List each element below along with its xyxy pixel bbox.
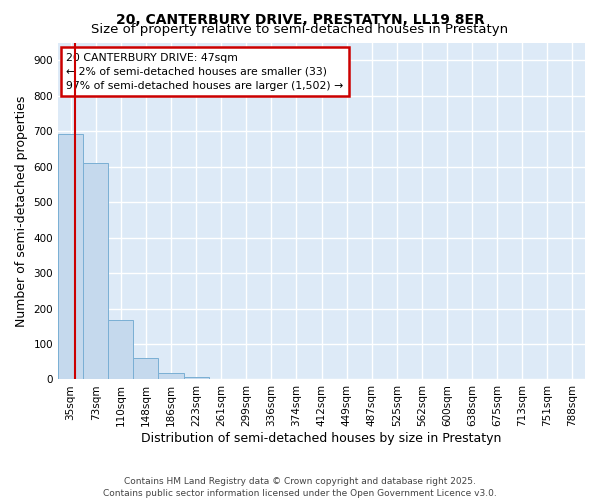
Text: 20 CANTERBURY DRIVE: 47sqm
← 2% of semi-detached houses are smaller (33)
97% of : 20 CANTERBURY DRIVE: 47sqm ← 2% of semi-… [66, 52, 343, 90]
Text: 20, CANTERBURY DRIVE, PRESTATYN, LL19 8ER: 20, CANTERBURY DRIVE, PRESTATYN, LL19 8E… [116, 12, 484, 26]
Text: Size of property relative to semi-detached houses in Prestatyn: Size of property relative to semi-detach… [91, 22, 509, 36]
X-axis label: Distribution of semi-detached houses by size in Prestatyn: Distribution of semi-detached houses by … [142, 432, 502, 445]
Bar [83, 164, 108, 380]
Bar [108, 320, 133, 380]
Y-axis label: Number of semi-detached properties: Number of semi-detached properties [15, 96, 28, 326]
Text: Contains HM Land Registry data © Crown copyright and database right 2025.
Contai: Contains HM Land Registry data © Crown c… [103, 476, 497, 498]
Bar [184, 376, 209, 380]
Bar [58, 134, 83, 380]
Bar [133, 358, 158, 380]
Bar [158, 374, 184, 380]
